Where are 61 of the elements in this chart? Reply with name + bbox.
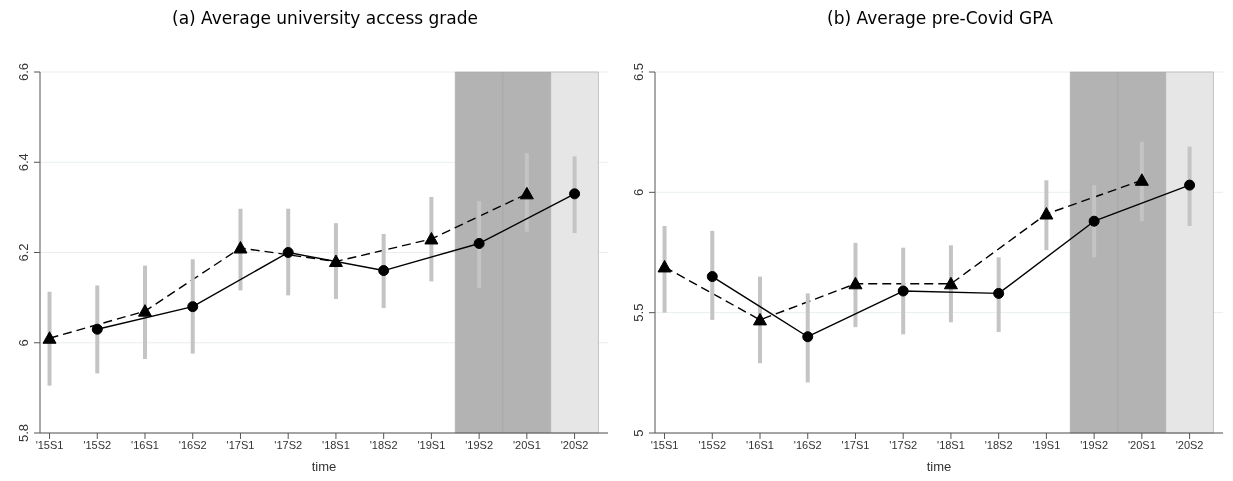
x-tick-label: '16S1: [131, 438, 159, 451]
x-tick-label: '16S2: [793, 438, 822, 451]
y-tick-label: 6.6: [16, 62, 31, 82]
x-tick-label: '17S1: [226, 438, 255, 451]
x-tick-label: '15S2: [83, 438, 112, 451]
point: [1088, 215, 1100, 227]
x-axis-title: time: [926, 459, 952, 474]
y-tick-label: 6: [16, 339, 31, 347]
x-tick-label: '18S1: [322, 438, 350, 451]
point: [1184, 179, 1196, 191]
y-tick-label: 6.4: [16, 153, 31, 172]
x-tick-label: '20S2: [560, 438, 589, 451]
point: [753, 312, 768, 326]
point: [1134, 173, 1149, 186]
x-tick-label: '20S1: [512, 438, 541, 451]
x-tick-label: '17S2: [274, 438, 303, 451]
point: [378, 265, 390, 277]
x-tick-label: '19S2: [1080, 438, 1109, 451]
point: [802, 331, 814, 343]
x-tick-label: '15S2: [698, 438, 727, 451]
y-tick-label: 6.5: [631, 62, 646, 82]
point: [138, 304, 153, 317]
point: [233, 240, 248, 254]
x-axis-title: time: [311, 459, 337, 474]
y-tick-label: 5: [631, 429, 646, 437]
x-tick-label: '17S1: [841, 438, 870, 451]
point: [993, 287, 1005, 299]
point: [943, 276, 958, 290]
y-tick-label: 6.2: [16, 243, 31, 262]
chart-title: (b) Average pre-Covid GPA: [826, 8, 1054, 28]
chart-title: (a) Average university access grade: [171, 8, 479, 28]
x-tick-label: '20S1: [1127, 438, 1156, 451]
x-tick-label: '15S1: [35, 438, 64, 451]
x-tick-label: '20S2: [1175, 438, 1204, 451]
y-tick-label: 5.5: [631, 303, 646, 322]
point: [42, 331, 57, 344]
x-tick-label: '16S2: [178, 438, 207, 451]
point: [91, 323, 103, 335]
x-tick-label: '16S1: [746, 438, 774, 451]
point: [282, 247, 294, 258]
point: [519, 186, 534, 200]
x-tick-label: '18S2: [984, 438, 1013, 451]
point: [897, 285, 909, 297]
point: [569, 188, 581, 200]
point: [424, 231, 439, 245]
x-tick-label: '18S2: [369, 438, 398, 451]
point: [473, 237, 485, 249]
y-tick-label: 5.8: [16, 423, 31, 443]
y-tick-label: 6: [631, 188, 646, 196]
point: [657, 259, 672, 273]
x-tick-label: '19S1: [1032, 438, 1061, 451]
x-tick-label: '19S2: [465, 438, 494, 451]
point: [848, 276, 863, 290]
x-tick-label: '15S1: [650, 438, 679, 451]
point: [706, 271, 718, 283]
x-tick-label: '18S1: [937, 438, 965, 451]
point: [328, 254, 343, 268]
point: [187, 301, 199, 313]
x-tick-label: '19S1: [417, 438, 446, 451]
x-tick-label: '17S2: [889, 438, 918, 451]
point: [1039, 206, 1054, 220]
